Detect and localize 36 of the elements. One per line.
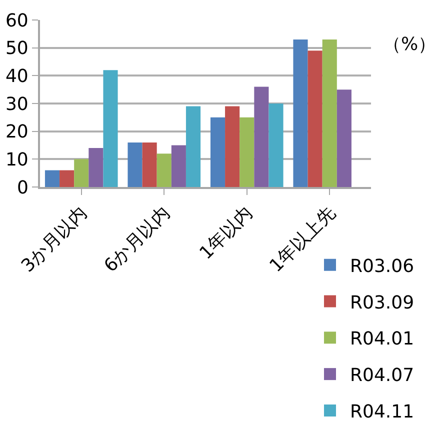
bar xyxy=(128,142,142,187)
y-tick-label: 40 xyxy=(5,66,28,87)
bar xyxy=(336,90,352,187)
y-tick-label: 30 xyxy=(5,94,28,115)
legend-label: R03.06 xyxy=(350,256,414,277)
bar xyxy=(322,39,337,187)
y-tick-label: 60 xyxy=(5,10,28,32)
bar xyxy=(210,117,226,187)
legend-label: R04.11 xyxy=(350,401,414,422)
legend-label: R03.09 xyxy=(350,292,414,314)
bar xyxy=(171,145,186,187)
y-tick-label: 20 xyxy=(5,122,28,143)
bar xyxy=(225,106,240,187)
bar xyxy=(74,159,89,187)
bar xyxy=(240,117,254,187)
bar xyxy=(60,170,74,187)
legend-label: R04.01 xyxy=(350,328,414,350)
y-tick-label: 50 xyxy=(5,38,28,60)
bar xyxy=(103,70,118,187)
y-tick-label: 0 xyxy=(16,177,28,198)
text: （%） xyxy=(383,34,436,55)
x-tick-label: 1年以上先 xyxy=(266,202,340,277)
legend-label: R04.07 xyxy=(350,365,414,386)
bar xyxy=(142,142,157,187)
bar xyxy=(186,106,201,187)
y-tick-label: 10 xyxy=(5,149,28,170)
bar xyxy=(156,154,172,187)
x-tick-label: 1年以内 xyxy=(196,202,257,264)
bar xyxy=(88,148,104,187)
bar xyxy=(308,50,322,187)
bar xyxy=(44,170,60,187)
bar xyxy=(268,104,284,187)
bar xyxy=(254,86,269,187)
bar xyxy=(293,39,308,187)
x-tick-label: 6か月以内 xyxy=(100,202,174,277)
x-tick-label: 3か月以内 xyxy=(17,202,92,277)
